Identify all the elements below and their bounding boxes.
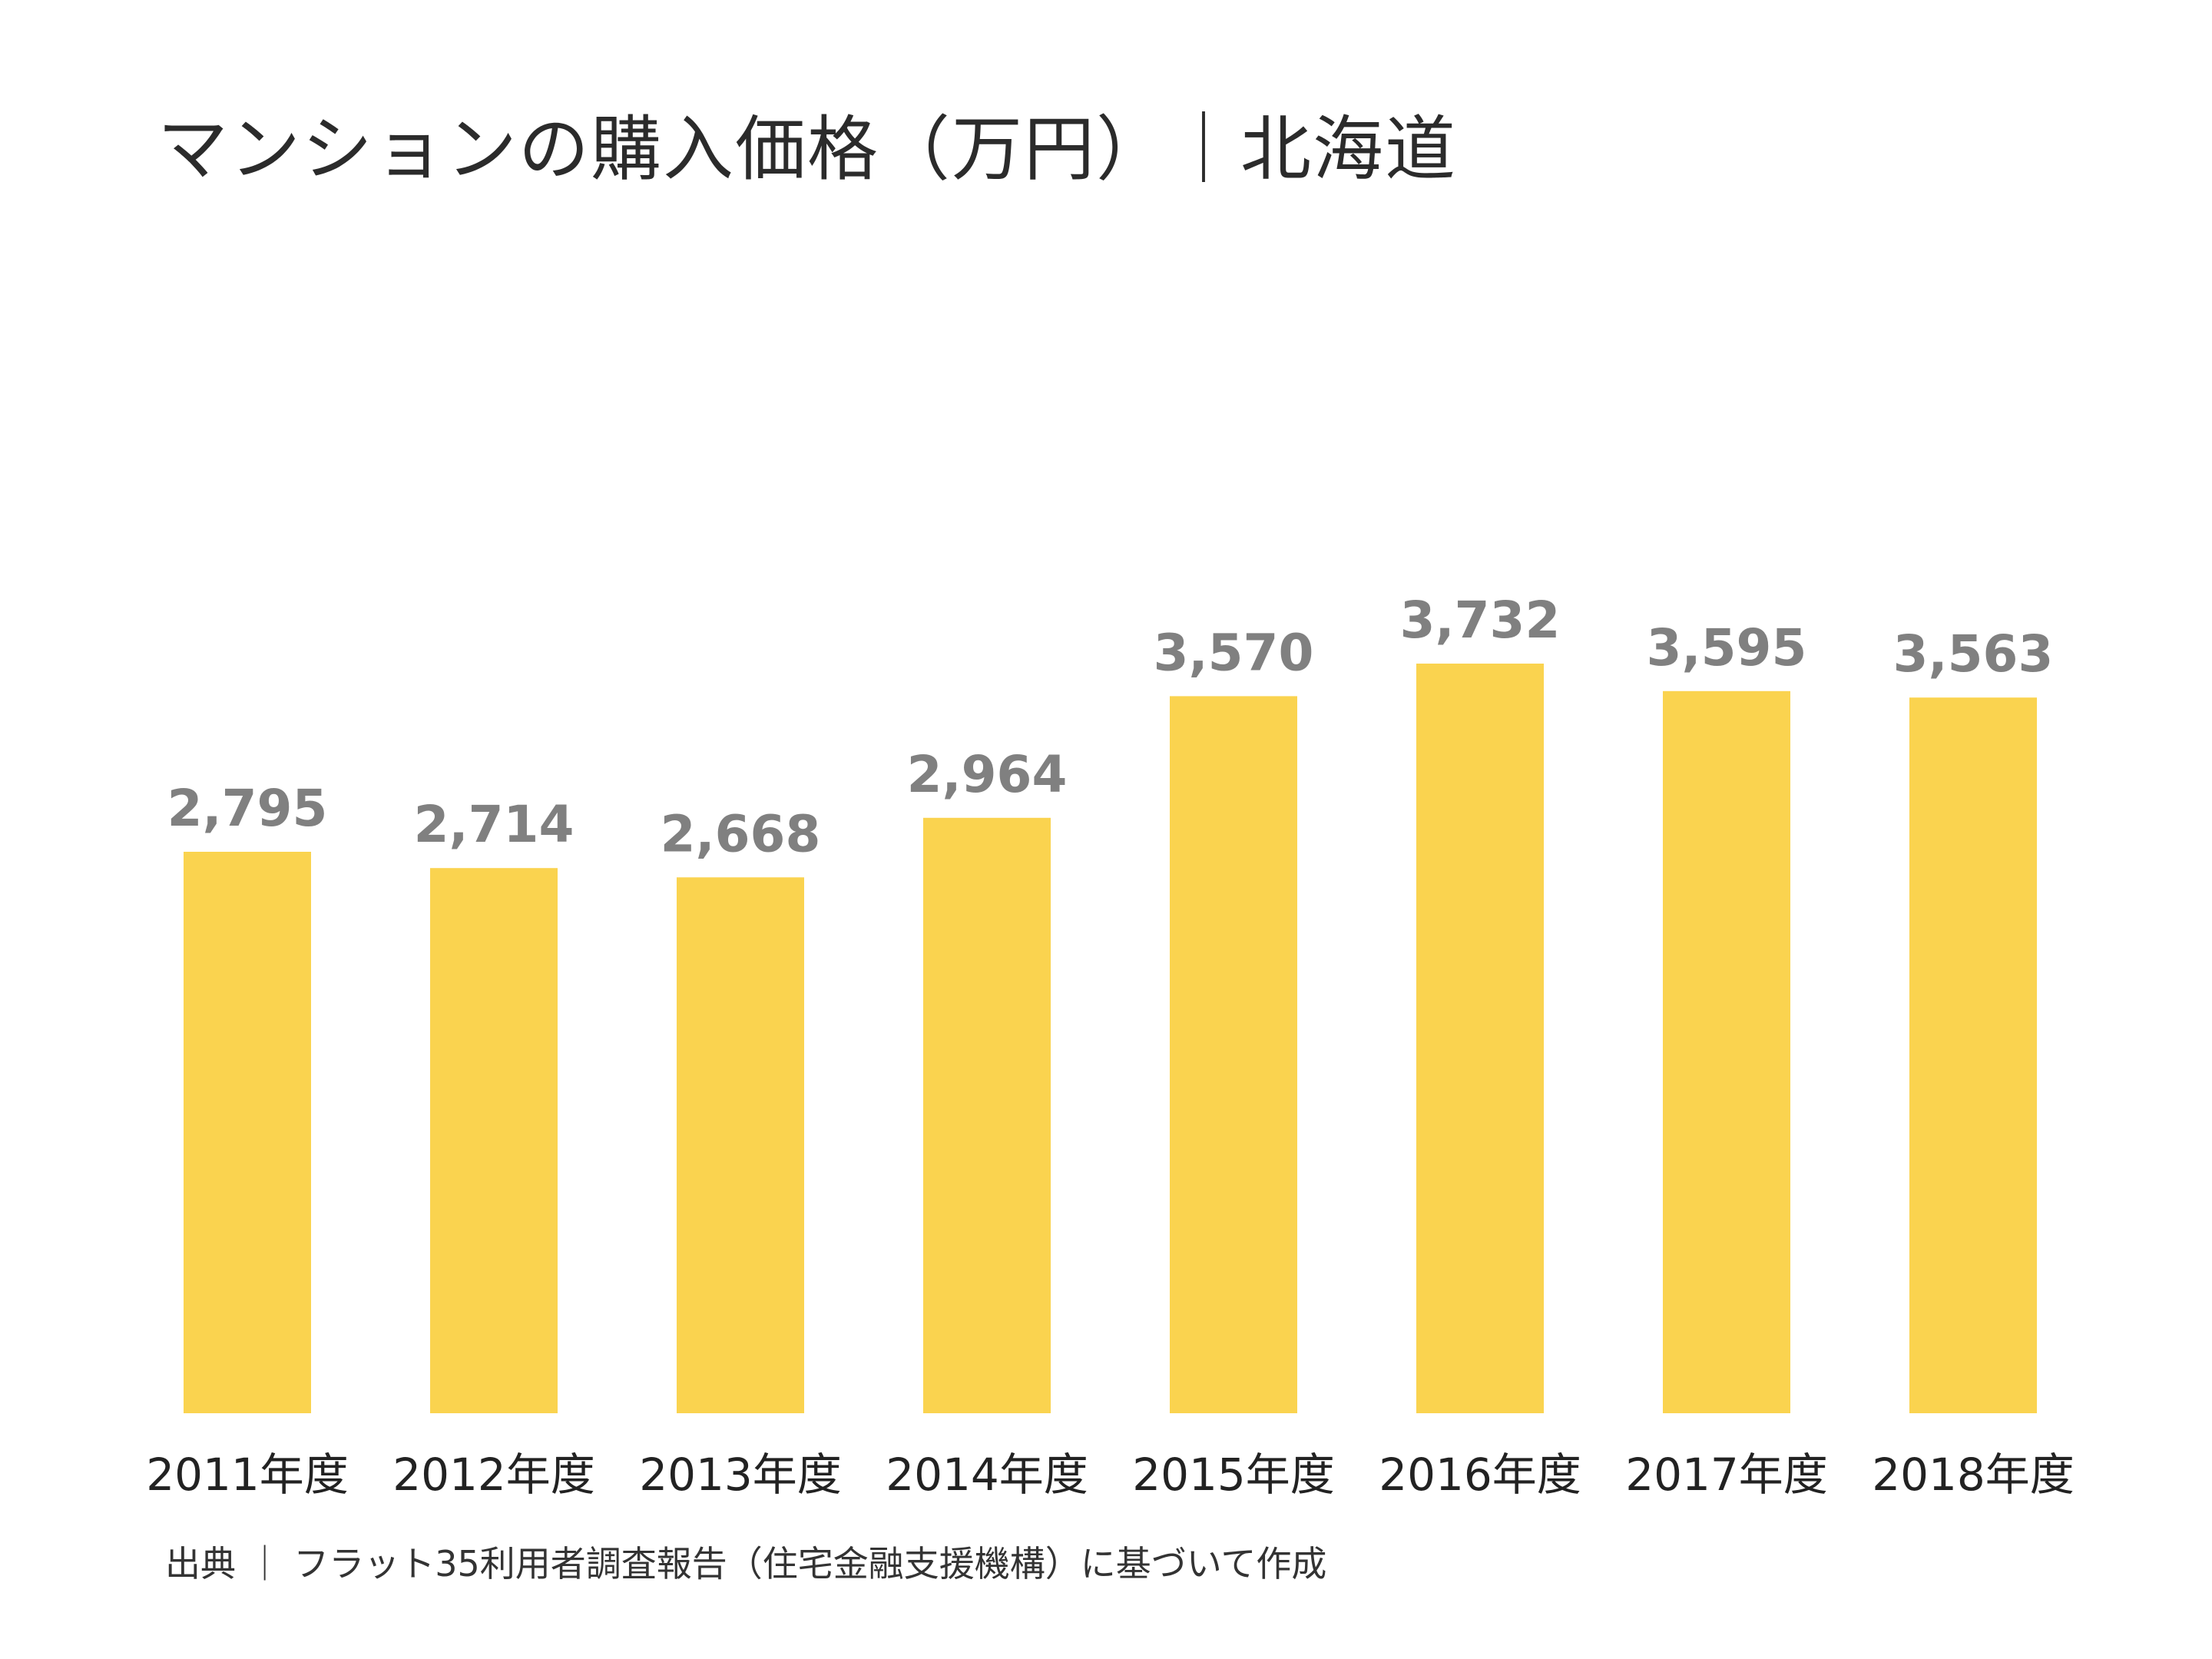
bar-value-label: 2,964 bbox=[907, 745, 1068, 804]
chart-title: マンションの購入価格（万円）｜北海道 bbox=[157, 108, 1458, 190]
category-label: 2012年度 bbox=[392, 1449, 595, 1501]
bar-2017年度 bbox=[1663, 690, 1790, 1413]
category-label: 2015年度 bbox=[1132, 1449, 1335, 1501]
category-label: 2017年度 bbox=[1625, 1449, 1828, 1501]
category-label: 2011年度 bbox=[146, 1449, 349, 1501]
source-note: 出典 ｜ フラット35利用者調査報告（住宅金融支援機構）に基づいて作成 bbox=[165, 1543, 1327, 1584]
bar-value-label: 2,668 bbox=[661, 804, 821, 863]
bar-2012年度 bbox=[430, 868, 558, 1413]
bar-2014年度 bbox=[923, 817, 1051, 1413]
bar-2015年度 bbox=[1170, 696, 1297, 1413]
bar-value-label: 3,563 bbox=[1893, 624, 2054, 684]
bar-value-label: 3,570 bbox=[1154, 623, 1314, 682]
bar-2016年度 bbox=[1416, 664, 1544, 1413]
bar-2011年度 bbox=[184, 852, 311, 1413]
value-labels-layer: 2,795 2,714 2,668 2,964 3,570 3,732 3,595 3,563 bbox=[167, 591, 2054, 863]
bar-value-label: 3,595 bbox=[1647, 618, 1807, 677]
bars-layer bbox=[184, 664, 2037, 1413]
category-label: 2016年度 bbox=[1379, 1449, 1581, 1501]
category-labels-layer: 2011年度 2012年度 2013年度 2014年度 2015年度 2016年度 2017… bbox=[146, 1449, 2075, 1501]
bar-2013年度 bbox=[677, 877, 804, 1413]
category-label: 2013年度 bbox=[639, 1449, 842, 1501]
bar-2018年度 bbox=[1909, 697, 2037, 1413]
category-label: 2014年度 bbox=[886, 1449, 1088, 1501]
bar-value-label: 2,795 bbox=[167, 779, 328, 838]
bar-value-label: 2,714 bbox=[414, 795, 575, 854]
bar-value-label: 3,732 bbox=[1400, 591, 1561, 650]
category-label: 2018年度 bbox=[1872, 1449, 2075, 1501]
